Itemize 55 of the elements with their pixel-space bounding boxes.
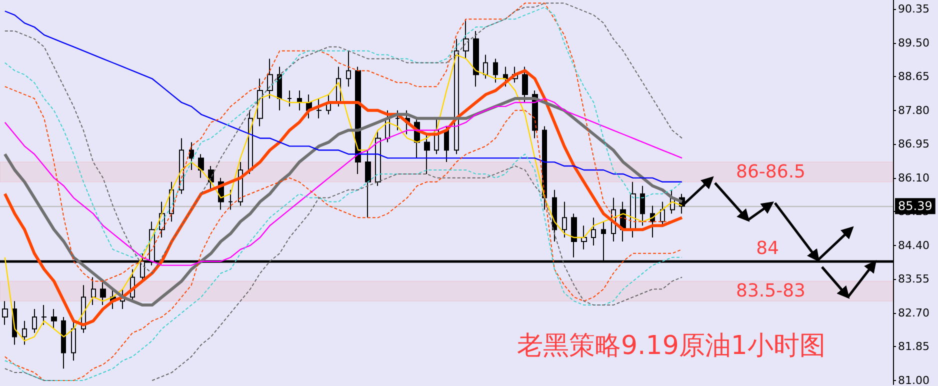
candlestick [71,320,76,362]
candlestick [503,66,508,88]
candlestick [198,154,204,178]
y-tick-label: 84.40 [898,238,930,252]
y-tick-label: 81.00 [898,374,930,386]
candlestick [552,189,557,242]
candlestick [562,201,567,238]
candlestick [297,90,302,111]
band-label: 86-86.5 [736,161,806,182]
line-series [3,97,684,307]
candlestick [473,30,479,88]
candlestick [522,66,528,103]
ref-line-label: 85.39 [898,199,932,214]
band-label: 83.5-83 [736,280,806,302]
candlestick [483,54,488,80]
candlestick [660,201,665,226]
candlestick [591,217,596,246]
y-tick-label: 86.95 [898,138,930,151]
candlestick [189,142,194,170]
candlestick [581,225,587,250]
y-tick-label: 83.55 [898,272,930,286]
candlestick [277,66,282,111]
candlestick [228,189,233,210]
y-tick-label: 82.70 [898,306,930,320]
line-series [4,98,683,266]
y-tick-label: 86.10 [898,171,930,184]
y-tick-label: 81.85 [898,340,930,354]
candlestick [346,50,351,88]
y-tick-label: 89.50 [898,36,930,50]
candlestick [61,316,66,370]
y-tick-label: 88.65 [898,70,930,84]
candlestick [375,130,381,186]
candlestick [444,126,449,163]
text: 老黑策略9.19原油1小时图 [517,331,826,361]
candlestick [316,98,322,119]
y-tick-label: 90.35 [898,2,930,16]
candlestick [640,185,645,226]
candlestick [91,276,96,306]
candlestick [395,110,400,131]
candlestick [267,58,273,99]
ref-line-label: 84 [756,238,779,259]
y-tick-label: 87.80 [898,104,930,117]
candlestick [454,38,459,155]
candlestick [571,213,577,258]
candlestick [41,304,47,326]
line-series [4,10,683,183]
candlestick [463,18,469,60]
candlestick [100,280,106,306]
candlestick [424,134,430,174]
candlestick [51,308,57,330]
candlestick [493,58,498,84]
candlestick [365,150,371,218]
candlestick [22,320,27,346]
candlestick [287,90,292,107]
candlestick [32,308,37,334]
